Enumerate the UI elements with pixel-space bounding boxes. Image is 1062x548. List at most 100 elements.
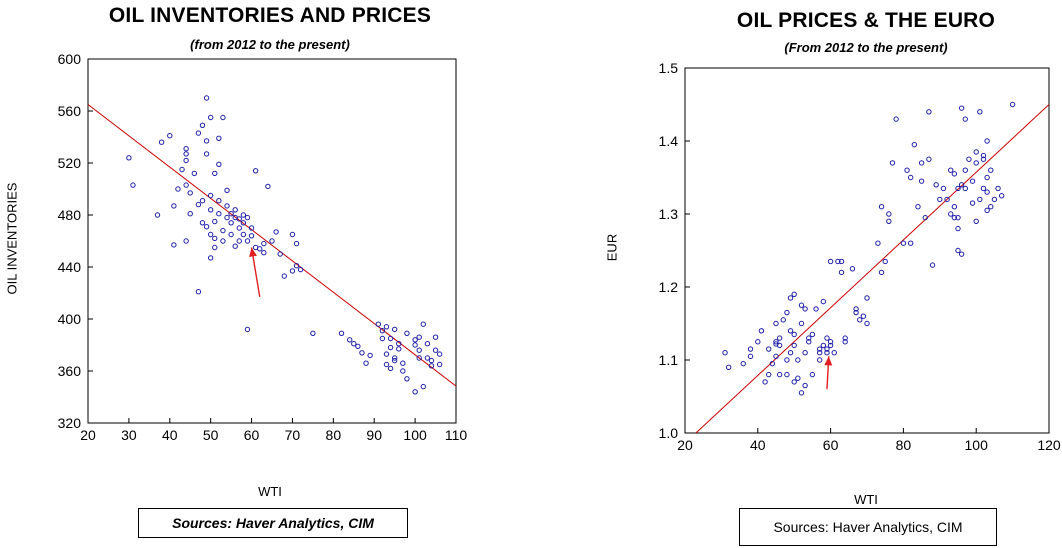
chart-2-fit-line xyxy=(695,104,1049,433)
chart-1-data-point xyxy=(212,218,218,225)
chart-1-data-point xyxy=(248,225,255,231)
chart-2-plot-frame xyxy=(684,67,1050,434)
chart-1-y-tick-label: 600 xyxy=(58,51,82,67)
chart-1-data-point xyxy=(199,198,206,204)
chart-2-data-point xyxy=(973,218,979,225)
chart-1-data-point xyxy=(355,343,361,349)
chart-2-data-point xyxy=(802,350,808,356)
chart-2-data-point xyxy=(955,214,961,221)
chart-1-data-point xyxy=(207,207,214,213)
chart-1-data-point xyxy=(436,361,443,368)
chart-1-data-point xyxy=(432,347,439,353)
chart-2-data-point xyxy=(824,346,830,352)
chart-1-data-point xyxy=(236,238,242,244)
chart-1-data-point xyxy=(391,357,398,364)
chart-2-data-point xyxy=(915,204,921,210)
chart-2-data-point xyxy=(773,320,779,327)
chart-1-data-point xyxy=(428,363,435,369)
chart-2-data-point xyxy=(831,350,837,356)
chart-2-title: OIL PRICES & THE EURO xyxy=(736,9,996,32)
chart-1-data-point xyxy=(420,321,426,327)
chart-1-data-point xyxy=(244,238,251,244)
chart-2-data-point xyxy=(827,258,834,265)
chart-2-data-point xyxy=(955,247,961,254)
chart-2-data-point xyxy=(878,269,885,276)
chart-2-data-point xyxy=(955,225,961,232)
chart-2-data-point xyxy=(820,342,827,349)
chart-2-data-point xyxy=(791,291,797,297)
chart-2-data-point xyxy=(958,251,965,257)
chart-2-data-point xyxy=(791,379,797,385)
chart-1-data-point xyxy=(387,365,394,372)
chart-2-y-tick-label: 1.2 xyxy=(659,279,679,295)
chart-1-data-point xyxy=(424,355,431,361)
chart-1-data-point xyxy=(375,321,382,327)
chart-2-data-point xyxy=(984,189,990,195)
chart-2-data-point xyxy=(798,320,805,327)
chart-2-x-tick-label: 100 xyxy=(965,437,989,453)
chart-2-data-point xyxy=(795,357,801,363)
chart-1-x-tick-label: 20 xyxy=(80,427,96,443)
chart-1-data-point xyxy=(289,268,296,274)
chart-1-data-point xyxy=(212,170,218,177)
chart-2-data-point xyxy=(860,313,867,319)
chart-1-data-point xyxy=(207,114,214,121)
chart-1-data-point xyxy=(383,351,390,357)
chart-2-data-point xyxy=(820,298,827,305)
chart-2-data-point xyxy=(842,335,848,341)
chart-1-data-point xyxy=(171,242,177,248)
chart-1-data-point xyxy=(387,335,394,342)
chart-2-data-point xyxy=(980,156,987,162)
chart-1-data-point xyxy=(412,342,418,348)
chart-2-data-point xyxy=(827,339,834,345)
chart-2-data-point xyxy=(886,218,892,225)
chart-2-data-point xyxy=(809,331,816,338)
chart-1-data-point xyxy=(396,341,402,347)
chart-1-data-point xyxy=(277,251,283,257)
chart-2-data-point xyxy=(893,116,899,122)
chart-2-data-point xyxy=(907,240,914,246)
chart-2-data-point xyxy=(918,178,925,184)
chart-1-data-point xyxy=(387,344,394,351)
chart-2-data-point xyxy=(766,371,772,378)
chart-2-x-tick-label: 60 xyxy=(823,437,839,453)
chart-1-arrow-head xyxy=(249,247,257,258)
chart-1-data-point xyxy=(167,133,173,139)
chart-2-data-point xyxy=(980,185,987,192)
chart-1-data-point xyxy=(428,357,435,364)
chart-2-data-point xyxy=(755,339,761,345)
chart-2-data-point xyxy=(911,141,918,148)
chart-1-data-point xyxy=(261,250,267,256)
chart-1-data-point xyxy=(363,360,369,366)
chart-2-data-point xyxy=(787,295,794,301)
chart-1-data-point xyxy=(224,214,230,221)
chart-1-data-point xyxy=(379,335,386,342)
chart-1-data-point xyxy=(432,334,439,340)
chart-1-data-point xyxy=(367,352,373,359)
chart-1-y-tick-label: 480 xyxy=(58,207,82,223)
chart-2-data-point xyxy=(962,185,968,192)
chart-2-data-point xyxy=(787,350,794,356)
chart-2-data-point xyxy=(798,390,805,396)
chart-1-data-point xyxy=(424,341,431,347)
chart-2-data-point xyxy=(864,320,870,327)
chart-1-data-point xyxy=(228,231,234,238)
chart-1-data-point xyxy=(248,233,255,239)
chart-1-data-point xyxy=(289,231,296,238)
chart-1-data-point xyxy=(179,166,185,173)
chart-2-data-point xyxy=(791,342,797,349)
chart-1-data-point xyxy=(400,360,406,366)
chart-2-data-point xyxy=(889,160,896,166)
chart-1-data-point xyxy=(404,330,410,336)
chart-1-data-point xyxy=(203,138,210,144)
chart-2-data-point xyxy=(904,167,910,173)
chart-1-x-tick-label: 60 xyxy=(244,427,260,443)
chart-1-data-point xyxy=(158,139,165,145)
chart-2-data-point xyxy=(984,207,990,214)
chart-2-data-point xyxy=(758,328,765,334)
chart-1-x-tick-label: 100 xyxy=(403,427,427,443)
chart-1-data-point xyxy=(310,330,316,336)
chart-1-data-point xyxy=(351,341,357,347)
chart-2-data-point xyxy=(995,185,1001,192)
chart-2-data-point xyxy=(998,193,1005,199)
